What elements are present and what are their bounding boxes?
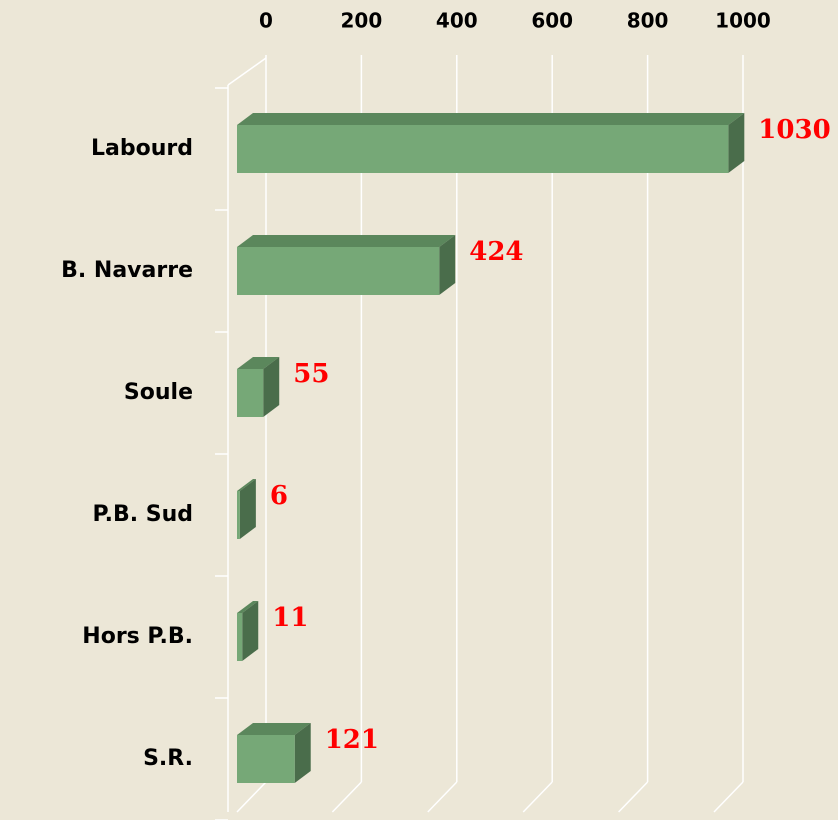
grid-line — [331, 781, 362, 813]
bar-front — [237, 613, 243, 661]
bar-side — [263, 357, 280, 417]
y-tick-label: P.B. Sud — [93, 502, 193, 527]
y-tick-label: S.R. — [143, 746, 193, 771]
bar-front — [237, 125, 729, 173]
grid-line — [427, 781, 458, 813]
grid-line — [236, 781, 267, 813]
x-tick-label: 600 — [531, 9, 573, 33]
grid-line — [522, 781, 553, 813]
y-tick-label: Hors P.B. — [82, 624, 193, 649]
bar-side — [728, 113, 745, 173]
bar — [237, 113, 745, 173]
bar-side — [242, 601, 259, 661]
value-label: 1030 — [758, 115, 830, 145]
bar — [237, 357, 280, 417]
bar-top — [237, 113, 745, 125]
bar-top — [237, 479, 256, 491]
bar-top — [237, 601, 259, 613]
x-tick-label: 200 — [341, 9, 383, 33]
value-label: 11 — [272, 603, 308, 633]
bar-front — [237, 369, 264, 417]
bar — [237, 479, 256, 539]
grid-line — [713, 781, 744, 813]
x-tick-label: 400 — [436, 9, 478, 33]
value-label: 121 — [325, 725, 379, 755]
x-tick-label: 800 — [627, 9, 669, 33]
bar-side — [294, 723, 311, 783]
bar-front — [237, 491, 240, 539]
bar-top — [237, 723, 311, 735]
y-tick-label: Soule — [124, 380, 193, 405]
y-tick-label: Labourd — [91, 136, 193, 161]
value-label: 55 — [293, 359, 329, 389]
bar — [237, 723, 311, 783]
y-tick-label: B. Navarre — [61, 258, 193, 283]
grid-line — [618, 781, 649, 813]
bar-side — [439, 235, 456, 295]
bar-front — [237, 247, 440, 295]
axis-line — [227, 57, 267, 86]
bar — [237, 235, 456, 295]
bar-top — [237, 357, 280, 369]
x-tick-label: 0 — [259, 9, 273, 33]
value-label: 6 — [270, 481, 288, 511]
bar-side — [239, 479, 256, 539]
bar-top — [237, 235, 456, 247]
bar — [237, 601, 259, 661]
x-tick-label: 1000 — [715, 9, 771, 33]
bar-front — [237, 735, 295, 783]
value-label: 424 — [469, 237, 523, 267]
